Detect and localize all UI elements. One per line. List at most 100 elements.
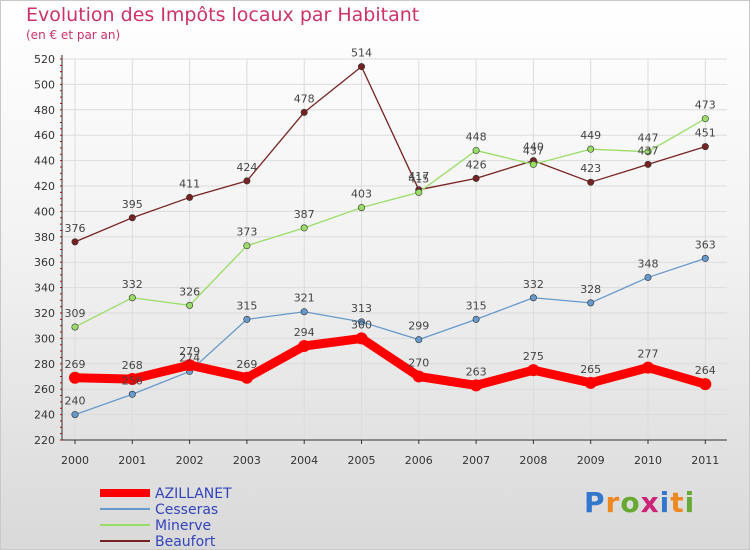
- axes: 220 240 260 280 300 320 340 360 380 400 420 440 460 4…: [34, 53, 727, 467]
- y-tick-label: 460: [34, 129, 55, 142]
- data-label-cesseras: 363: [695, 238, 716, 251]
- data-label-azillanet: 275: [523, 350, 544, 363]
- data-point-minerve: [71, 323, 79, 331]
- data-label-beaufort: 514: [351, 47, 372, 60]
- chart-subtitle: (en € et par an): [26, 28, 121, 42]
- data-label-cesseras: 315: [466, 299, 487, 312]
- data-point-minerve: [415, 188, 423, 196]
- data-point-cesseras: [300, 308, 308, 316]
- legend-label-azillanet: AZILLANET: [155, 486, 232, 502]
- data-point-cesseras: [529, 294, 537, 302]
- data-label-cesseras: 299: [408, 320, 429, 333]
- data-label-minerve: 447: [638, 132, 659, 145]
- data-point-cesseras: [128, 390, 136, 398]
- data-point-azillanet: [298, 340, 311, 353]
- data-label-cesseras: 313: [351, 302, 372, 315]
- data-point-beaufort: [587, 178, 595, 186]
- data-point-azillanet: [527, 364, 540, 377]
- y-tick-label: 240: [34, 409, 55, 422]
- data-label-minerve: 309: [65, 307, 86, 320]
- data-point-beaufort: [71, 238, 79, 246]
- y-tick-label: 360: [34, 256, 55, 269]
- data-label-azillanet: 268: [122, 359, 143, 372]
- x-tick-label: 2010: [634, 454, 662, 467]
- x-tick-label: 2009: [577, 454, 605, 467]
- y-tick-label: 400: [34, 205, 55, 218]
- y-tick-label: 440: [34, 155, 55, 168]
- data-point-minerve: [128, 294, 136, 302]
- y-tick-label: 280: [34, 358, 55, 371]
- x-tick-label: 2005: [348, 454, 376, 467]
- data-point-cesseras: [357, 318, 365, 326]
- data-label-azillanet: 294: [294, 326, 315, 339]
- data-label-minerve: 373: [236, 226, 257, 239]
- data-point-cesseras: [701, 254, 709, 262]
- data-label-beaufort: 440: [523, 141, 544, 154]
- x-tick-label: 2001: [118, 454, 146, 467]
- data-point-azillanet: [699, 378, 712, 391]
- data-label-azillanet: 270: [408, 357, 429, 370]
- data-label-azillanet: 264: [695, 364, 716, 377]
- data-labels: 376 395 411 424 478 514 417 426 440 423 437 451 309 3…: [65, 47, 716, 408]
- y-tick-label: 420: [34, 180, 55, 193]
- y-tick-label: 300: [34, 332, 55, 345]
- data-point-beaufort: [644, 160, 652, 168]
- data-label-cesseras: 321: [294, 292, 315, 305]
- data-point-beaufort: [243, 177, 251, 185]
- data-label-azillanet: 300: [351, 318, 372, 331]
- data-point-beaufort: [186, 193, 194, 201]
- data-point-minerve: [472, 146, 480, 154]
- y-tick-label: 340: [34, 282, 55, 295]
- data-point-cesseras: [587, 299, 595, 307]
- data-point-minerve: [300, 224, 308, 232]
- data-label-minerve: 449: [580, 129, 601, 142]
- data-label-beaufort: 417: [408, 170, 429, 183]
- data-label-minerve: 326: [179, 285, 200, 298]
- y-tick-label: 520: [34, 53, 55, 66]
- data-label-azillanet: 277: [638, 348, 659, 361]
- data-label-beaufort: 376: [65, 222, 86, 235]
- data-label-azillanet: 279: [179, 345, 200, 358]
- data-label-azillanet: 269: [236, 358, 257, 371]
- data-point-cesseras: [71, 411, 79, 419]
- data-label-cesseras: 240: [65, 395, 86, 408]
- data-label-minerve: 415: [408, 172, 429, 185]
- data-label-cesseras: 328: [580, 283, 601, 296]
- data-label-azillanet: 263: [466, 365, 487, 378]
- data-label-cesseras: 315: [236, 299, 257, 312]
- legend-label-cesseras: Cesseras: [155, 502, 218, 518]
- chart-title: Evolution des Impôts locaux par Habitant: [26, 4, 420, 26]
- data-label-minerve: 473: [695, 99, 716, 112]
- data-point-cesseras: [472, 315, 480, 323]
- series-line-beaufort: [74, 65, 706, 243]
- legend-label-beaufort: Beaufort: [155, 534, 216, 550]
- data-label-azillanet: 269: [65, 358, 86, 371]
- data-point-beaufort: [701, 143, 709, 151]
- data-label-minerve: 332: [122, 278, 143, 291]
- y-tick-label: 380: [34, 231, 55, 244]
- data-point-minerve: [243, 242, 251, 250]
- logo-letter: o: [620, 486, 641, 519]
- proxiti-logo: Proxiti: [584, 486, 695, 519]
- data-point-minerve: [186, 301, 194, 309]
- data-point-azillanet: [183, 359, 196, 372]
- data-point-minerve: [701, 115, 709, 123]
- x-tick-label: 2006: [405, 454, 433, 467]
- data-label-cesseras: 256: [122, 374, 143, 387]
- data-point-azillanet: [412, 370, 425, 383]
- data-label-minerve: 387: [294, 208, 315, 221]
- y-tick-label: 500: [34, 78, 55, 91]
- logo-letter: i: [659, 486, 671, 519]
- logo-letter: t: [670, 486, 685, 519]
- data-point-minerve: [587, 145, 595, 153]
- data-point-minerve: [529, 160, 537, 168]
- data-point-azillanet: [470, 379, 483, 392]
- x-tick-label: 2002: [176, 454, 204, 467]
- data-point-cesseras: [644, 273, 652, 281]
- data-label-beaufort: 411: [179, 177, 200, 190]
- series-line-cesseras: [74, 257, 706, 416]
- data-label-beaufort: 424: [236, 161, 257, 174]
